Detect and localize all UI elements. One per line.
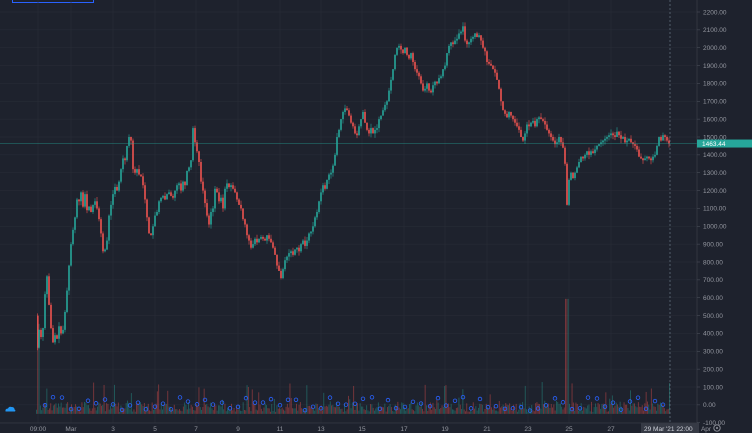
price-series (37, 22, 670, 351)
svg-text:1500.00: 1500.00 (703, 134, 727, 141)
svg-text:3: 3 (111, 426, 115, 433)
svg-text:200.00: 200.00 (703, 366, 723, 373)
svg-text:27: 27 (607, 426, 615, 433)
svg-text:800.00: 800.00 (703, 259, 723, 266)
grid-lines (0, 0, 707, 423)
time-axis-labels: 09:00 Mar 3 5 7 9 11 13 15 17 19 21 23 25 27 Apr (30, 426, 712, 433)
svg-text:21: 21 (483, 426, 491, 433)
svg-text:600.00: 600.00 (703, 295, 723, 302)
svg-text:1700.00: 1700.00 (703, 99, 727, 106)
price-axis-labels: 2200.00 2100.00 2000.00 1900.00 1800.00 1700.… (697, 9, 727, 427)
svg-text:1900.00: 1900.00 (703, 63, 727, 70)
svg-text:1400.00: 1400.00 (703, 152, 727, 159)
svg-text:2200.00: 2200.00 (703, 9, 727, 16)
svg-text:100.00: 100.00 (703, 384, 723, 391)
svg-text:1200.00: 1200.00 (703, 188, 727, 195)
svg-text:Apr: Apr (701, 426, 712, 433)
svg-text:1463.44: 1463.44 (702, 141, 726, 148)
gear-icon[interactable] (713, 424, 721, 432)
svg-text:0.00: 0.00 (703, 402, 716, 409)
svg-text:5: 5 (153, 426, 157, 433)
svg-text:1600.00: 1600.00 (703, 116, 727, 123)
svg-text:Mar: Mar (65, 426, 77, 433)
price-axis[interactable] (697, 0, 752, 433)
svg-text:300.00: 300.00 (703, 349, 723, 356)
svg-text:2100.00: 2100.00 (703, 27, 727, 34)
svg-text:1800.00: 1800.00 (703, 81, 727, 88)
svg-text:-100.00: -100.00 (703, 420, 725, 427)
svg-text:19: 19 (441, 426, 449, 433)
svg-text:1000.00: 1000.00 (703, 224, 727, 231)
time-axis[interactable] (0, 423, 697, 433)
svg-text:900.00: 900.00 (703, 241, 723, 248)
svg-text:1100.00: 1100.00 (703, 206, 726, 213)
svg-text:15: 15 (358, 426, 366, 433)
svg-text:09:00: 09:00 (30, 426, 47, 433)
svg-text:9: 9 (236, 426, 240, 433)
svg-text:2000.00: 2000.00 (703, 45, 727, 52)
svg-text:400.00: 400.00 (703, 331, 723, 338)
svg-text:17: 17 (400, 426, 408, 433)
svg-text:1300.00: 1300.00 (703, 170, 727, 177)
svg-text:700.00: 700.00 (703, 277, 723, 284)
crosshair-time-label: 29 Mar '21 22:00 (641, 423, 699, 433)
cloud-logo-icon[interactable] (3, 403, 17, 415)
svg-text:23: 23 (524, 426, 532, 433)
volume-histogram (36, 298, 670, 414)
event-markers[interactable] (42, 394, 666, 413)
svg-text:29 Mar '21 22:00: 29 Mar '21 22:00 (644, 426, 693, 433)
svg-text:11: 11 (277, 426, 284, 433)
svg-text:7: 7 (194, 426, 198, 433)
toolbar-stub (12, 0, 94, 3)
last-price-label: 1463.44 (697, 139, 752, 148)
svg-text:500.00: 500.00 (703, 313, 723, 320)
svg-text:13: 13 (317, 426, 325, 433)
svg-text:25: 25 (565, 426, 573, 433)
